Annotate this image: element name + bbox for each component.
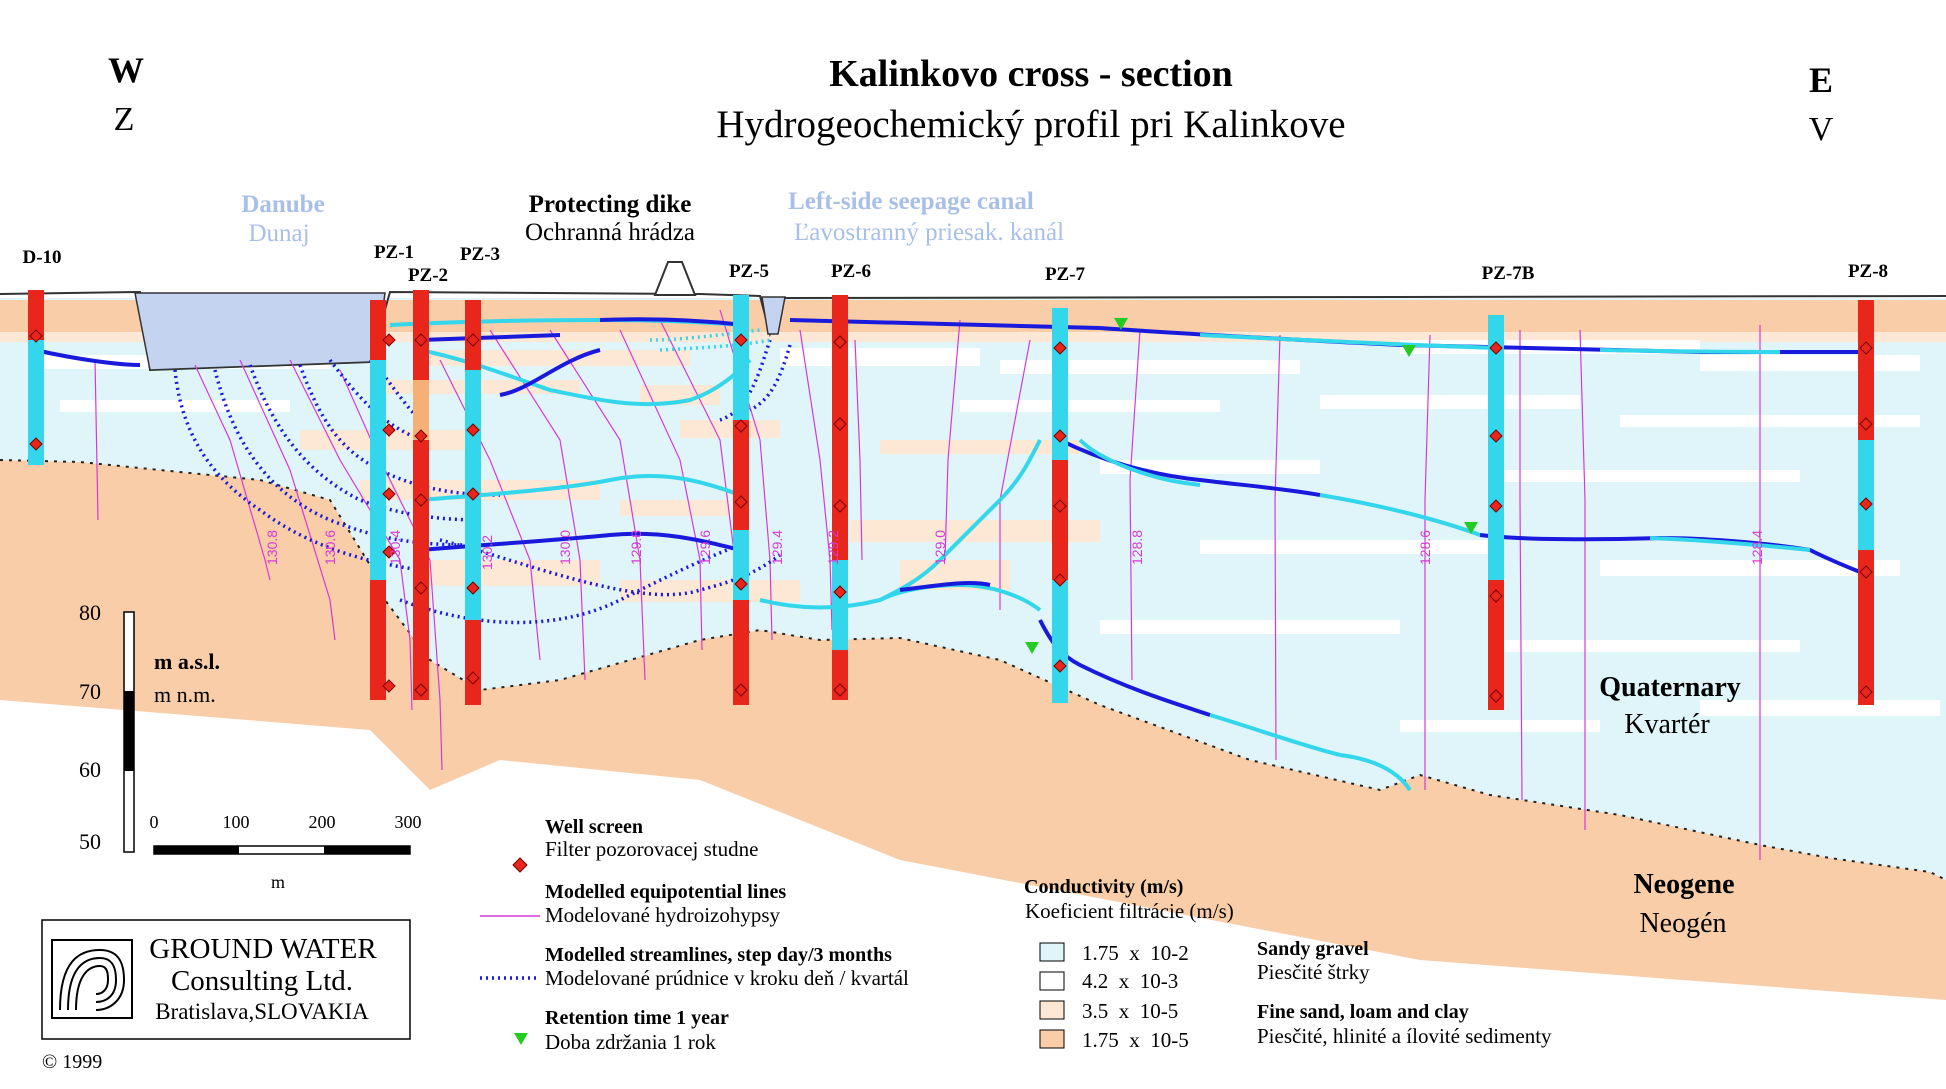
danube-river bbox=[134, 292, 386, 371]
elev-unit: m a.s.l. bbox=[154, 649, 220, 674]
legend-class-2: 4.2 x 10-3 bbox=[1082, 969, 1178, 993]
well-label: PZ-1 bbox=[374, 242, 414, 263]
neogene-label: Neogene bbox=[1633, 869, 1734, 900]
elev-unit-local: m n.m. bbox=[154, 682, 216, 707]
equipotential-label-group: 130.8 130.6 130.4 130.2 130.0 129.8 129.… bbox=[264, 530, 1765, 570]
well-label: PZ-8 bbox=[1848, 261, 1888, 282]
legend-streamlines: Modelled streamlines, step day/3 months bbox=[545, 944, 892, 966]
dike-label: Protecting dike bbox=[529, 191, 692, 218]
east-label: E bbox=[1809, 60, 1833, 100]
well-label: PZ-7B bbox=[1482, 263, 1535, 284]
legend-swatch-2 bbox=[1039, 971, 1065, 991]
well-label: PZ-5 bbox=[729, 261, 769, 282]
elev-tick: 50 bbox=[79, 829, 101, 854]
neogene-layer bbox=[0, 460, 1946, 1000]
east-local-label: V bbox=[1809, 111, 1834, 148]
legend-streamlines-local: Modelované prúdnice v kroku deň / kvartá… bbox=[545, 966, 909, 990]
neogene-local-label: Neogén bbox=[1639, 908, 1726, 939]
distance-scale: 0 100 200 300 m bbox=[150, 812, 422, 892]
eq-label: 129.2 bbox=[825, 530, 841, 565]
aquifer-base-line bbox=[0, 459, 1946, 881]
well-label: PZ-7 bbox=[1045, 264, 1086, 285]
legend-class-1: 1.75 x 10-2 bbox=[1082, 941, 1189, 965]
eq-label: 130.2 bbox=[479, 535, 495, 570]
page-title: Kalinkovo cross - section bbox=[829, 53, 1233, 95]
dist-tick: 300 bbox=[395, 812, 422, 832]
west-label: W bbox=[108, 50, 144, 90]
eq-label: 129.8 bbox=[628, 530, 644, 565]
elevation-scale: 80 70 60 50 m a.s.l. m n.m. bbox=[79, 600, 220, 854]
legend-well-screen-local: Filter pozorovacej studne bbox=[545, 837, 758, 861]
canal-local-label: Ľavostranný priesak. kanál bbox=[794, 219, 1064, 246]
well-label: PZ-6 bbox=[831, 261, 871, 282]
eq-label: 130.8 bbox=[264, 530, 280, 565]
legend-fine-sand-local: Piesčité, hlinité a ílovité sedimenty bbox=[1257, 1024, 1552, 1048]
company-line3: Bratislava,SLOVAKIA bbox=[155, 999, 369, 1024]
legend-sandy-gravel: Sandy gravel bbox=[1257, 938, 1369, 960]
legend-well-screen: Well screen bbox=[545, 816, 643, 838]
legend-equipotential: Modelled equipotential lines bbox=[545, 881, 786, 903]
well-columns bbox=[28, 290, 1874, 710]
legend-conductivity-title: Conductivity (m/s) bbox=[1024, 876, 1183, 898]
legend-equipotential-local: Modelované hydroizohypsy bbox=[545, 903, 781, 927]
legend-retention-local: Doba zdržania 1 rok bbox=[545, 1030, 716, 1054]
legend-swatch-3 bbox=[1039, 1000, 1065, 1020]
danube-label: Danube bbox=[241, 191, 324, 218]
quaternary-label: Quaternary bbox=[1599, 672, 1741, 703]
eq-label: 129.0 bbox=[932, 530, 948, 565]
eq-label: 128.8 bbox=[1129, 530, 1145, 565]
legend-swatch-4 bbox=[1039, 1029, 1065, 1049]
dist-tick: 100 bbox=[223, 812, 250, 832]
danube-local-label: Dunaj bbox=[248, 220, 309, 247]
eq-label: 129.4 bbox=[769, 530, 785, 565]
company-line1: GROUND WATER bbox=[149, 933, 377, 965]
eq-label: 128.4 bbox=[1749, 530, 1765, 565]
legend-fine-sand: Fine sand, loam and clay bbox=[1257, 1001, 1469, 1023]
eq-label: 130.4 bbox=[387, 530, 403, 565]
page-subtitle: Hydrogeochemický profil pri Kalinkove bbox=[716, 103, 1345, 146]
company-logo-icon bbox=[51, 939, 133, 1019]
copyright: © 1999 bbox=[42, 1051, 102, 1073]
eq-label: 129.6 bbox=[697, 530, 713, 565]
legend-retention: Retention time 1 year bbox=[545, 1007, 729, 1029]
retention-markers bbox=[1025, 318, 1478, 654]
legend-class-4: 1.75 x 10-5 bbox=[1082, 1028, 1189, 1052]
well-label: PZ-3 bbox=[460, 244, 500, 265]
canal-label: Left-side seepage canal bbox=[788, 188, 1034, 215]
company-line2: Consulting Ltd. bbox=[171, 965, 353, 997]
legend: Well screen Filter pozorovacej studne Mo… bbox=[480, 816, 1552, 1054]
elev-tick: 80 bbox=[79, 600, 101, 625]
dist-tick: 0 bbox=[150, 812, 159, 832]
legend-sandy-gravel-local: Piesčité štrky bbox=[1257, 960, 1370, 984]
eq-label: 130.6 bbox=[322, 530, 338, 565]
dist-tick: 200 bbox=[309, 812, 336, 832]
elev-tick: 70 bbox=[79, 679, 101, 704]
legend-retention-icon bbox=[514, 1033, 528, 1045]
west-local-label: Z bbox=[114, 101, 135, 138]
well-label: D-10 bbox=[22, 247, 61, 268]
dike-local-label: Ochranná hrádza bbox=[525, 219, 695, 246]
legend-conductivity-title-local: Koeficient filtrácie (m/s) bbox=[1025, 899, 1234, 923]
dist-unit: m bbox=[271, 872, 285, 892]
quaternary-local-label: Kvartér bbox=[1624, 709, 1710, 740]
company-logo-box: GROUND WATER Consulting Ltd. Bratislava,… bbox=[41, 919, 411, 1040]
protecting-dike bbox=[653, 261, 697, 296]
seepage-canal bbox=[761, 296, 786, 335]
legend-screen-icon bbox=[512, 857, 528, 873]
eq-label: 128.6 bbox=[1417, 530, 1433, 565]
elev-tick: 60 bbox=[79, 757, 101, 782]
eq-label: 130.0 bbox=[557, 530, 573, 565]
legend-class-3: 3.5 x 10-5 bbox=[1082, 999, 1178, 1023]
well-screens bbox=[29, 329, 1873, 703]
legend-swatch-1 bbox=[1039, 942, 1065, 962]
well-label: PZ-2 bbox=[408, 265, 448, 286]
